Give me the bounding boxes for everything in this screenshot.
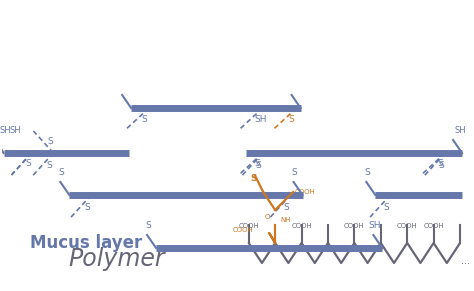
Text: SH: SH — [255, 114, 267, 123]
Text: S: S — [289, 114, 294, 123]
Text: S: S — [145, 221, 151, 230]
Text: S: S — [255, 159, 261, 168]
Text: COOH: COOH — [295, 189, 316, 195]
Text: S: S — [365, 168, 370, 177]
Text: S: S — [292, 168, 298, 177]
Text: O: O — [264, 214, 270, 220]
Text: S: S — [383, 203, 389, 212]
Text: S: S — [26, 159, 31, 168]
Text: ...: ... — [461, 256, 470, 266]
Text: S: S — [46, 161, 52, 169]
Text: Polymer: Polymer — [68, 247, 164, 271]
Text: S: S — [141, 114, 147, 123]
Text: ...: ... — [238, 238, 247, 248]
Text: COOH: COOH — [232, 227, 253, 233]
Text: S: S — [255, 161, 262, 169]
Text: S: S — [283, 203, 289, 212]
Text: COOH: COOH — [344, 223, 365, 229]
Text: COOH: COOH — [238, 223, 259, 229]
Text: Mucus layer: Mucus layer — [30, 234, 142, 252]
Text: S: S — [58, 168, 64, 177]
Text: S: S — [438, 161, 444, 169]
Text: S: S — [250, 174, 256, 183]
Text: SH: SH — [368, 221, 381, 230]
Text: SH: SH — [0, 126, 11, 135]
Text: COOH: COOH — [397, 223, 418, 229]
Text: S: S — [84, 203, 90, 212]
Text: COOH: COOH — [291, 223, 312, 229]
Text: S: S — [437, 159, 443, 168]
Text: SH: SH — [455, 126, 466, 135]
Text: SH: SH — [9, 126, 21, 135]
Text: COOH: COOH — [423, 223, 444, 229]
Text: NH: NH — [280, 217, 291, 223]
Text: S: S — [47, 138, 53, 146]
